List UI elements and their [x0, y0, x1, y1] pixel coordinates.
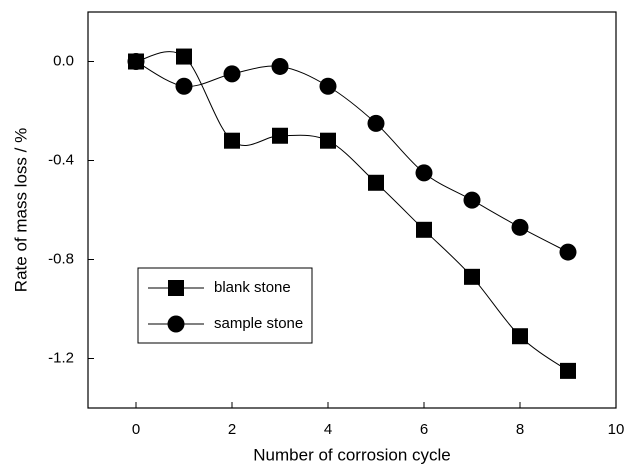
- y-tick-label: -1.2: [48, 349, 74, 366]
- data-point: [272, 127, 288, 144]
- legend-label: sample stone: [214, 315, 303, 332]
- data-point: [223, 65, 241, 83]
- data-point: [271, 57, 289, 75]
- data-point: [176, 48, 192, 65]
- series-line: [135, 51, 569, 372]
- data-point: [367, 114, 385, 132]
- x-tick-label: 2: [228, 421, 236, 438]
- data-point: [319, 77, 337, 95]
- x-tick-label: 0: [132, 421, 140, 438]
- plot-frame: [87, 11, 617, 409]
- legend-marker: [167, 315, 185, 333]
- data-point: [512, 328, 528, 345]
- data-point: [559, 243, 577, 261]
- legend-marker: [168, 280, 184, 296]
- data-point: [320, 132, 336, 149]
- legend-box: [137, 267, 313, 344]
- y-tick-label: -0.4: [48, 151, 74, 168]
- x-axis-title: Number of corrosion cycle: [253, 445, 450, 464]
- data-point: [224, 132, 240, 149]
- data-point: [463, 191, 481, 209]
- x-tick-label: 10: [608, 421, 625, 438]
- data-point: [511, 218, 529, 236]
- x-tick-label: 8: [516, 421, 524, 438]
- data-point: [415, 164, 433, 182]
- x-tick-label: 4: [324, 421, 332, 438]
- y-axis-title: Rate of mass loss / %: [11, 128, 30, 292]
- y-tick-label: 0.0: [53, 52, 74, 69]
- data-point: [368, 174, 384, 191]
- data-point: [175, 77, 193, 95]
- data-point: [560, 362, 576, 379]
- y-tick-label: -0.8: [48, 250, 74, 267]
- data-point: [464, 268, 480, 285]
- data-point: [416, 221, 432, 238]
- legend-label: blank stone: [214, 279, 291, 296]
- series-line: [135, 61, 569, 253]
- data-point: [127, 53, 145, 70]
- x-tick-label: 6: [420, 421, 428, 438]
